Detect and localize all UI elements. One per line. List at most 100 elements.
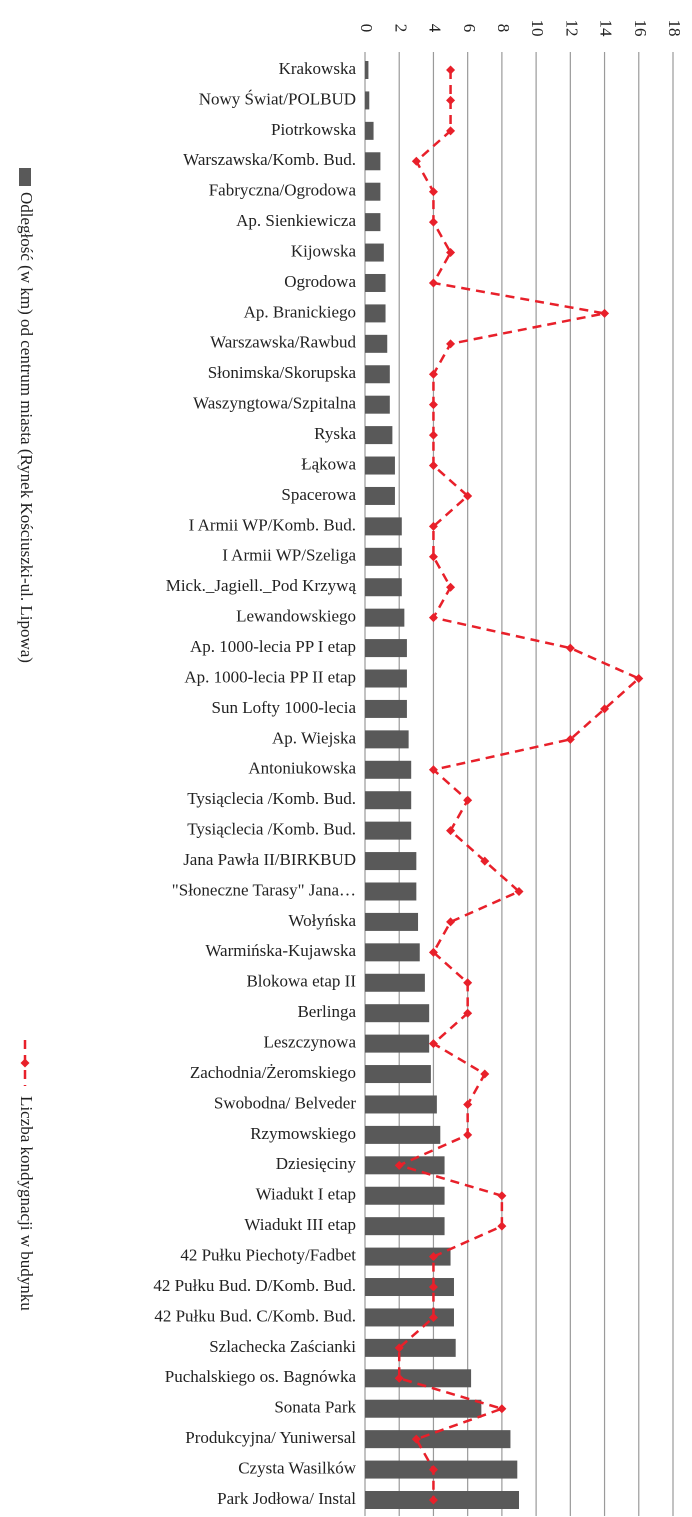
category-label: Fabryczna/Ogrodowa [209,181,357,200]
bar [365,852,417,871]
category-label: Tysiąclecia /Komb. Bud. [187,789,356,808]
category-label: Ap. Branickiego [244,302,356,321]
category-label: I Armii WP/Komb. Bud. [189,515,356,534]
bar [365,1430,511,1449]
category-label: Warszawska/Rawbud [210,333,356,352]
category-label: Ap. Wiejska [272,728,356,747]
category-label: Warszawska/Komb. Bud. [183,150,356,169]
category-label: Park Jodłowa/ Instal [217,1489,356,1508]
bar [365,91,370,110]
line-marker [394,1373,404,1383]
bar [365,365,390,384]
x-tick-label: 0 [357,24,376,33]
category-label: Ap. 1000-lecia PP II etap [184,667,356,686]
bar [365,608,405,627]
bar [365,699,407,718]
x-tick-label: 6 [460,24,479,33]
line-marker [463,1099,473,1109]
category-label: Wołyńska [288,911,356,930]
category-label: Swobodna/ Belveder [214,1093,356,1112]
line-marker [446,826,456,836]
line-marker [497,1221,507,1231]
line-marker [514,886,524,896]
category-label: Szlachecka Zaścianki [209,1337,356,1356]
line-marker [428,1495,438,1505]
bar [365,395,390,414]
category-label: 42 Pułku Piechoty/Fadbet [180,1246,356,1265]
category-label: Berlinga [297,1002,356,1021]
x-tick-label: 4 [426,24,445,33]
bar [365,730,409,749]
category-label: "Słoneczne Tarasy" Jana… [172,880,356,899]
bar [365,639,407,658]
line-marker [463,1130,473,1140]
bar [365,882,417,901]
category-label: Kijowska [291,241,357,260]
bar [365,1095,437,1114]
line-marker [428,461,438,471]
bar [365,1338,456,1357]
category-label: Sonata Park [274,1398,356,1417]
category-label: Sun Lofty 1000-lecia [212,698,357,717]
category-label: Dziesięciny [276,1154,357,1173]
line-marker [428,1039,438,1049]
category-label: I Armii WP/Szeliga [222,546,356,565]
category-label: Wiadukt I etap [256,1185,356,1204]
bar [365,1065,431,1084]
category-label: Antoniukowska [248,759,356,778]
category-label: Produkcyjna/ Yuniwersal [185,1428,356,1447]
category-label: Puchalskiego os. Bagnówka [165,1367,357,1386]
bar [365,152,381,171]
category-label: Ap. Sienkiewicza [236,211,356,230]
line-marker [446,917,456,927]
line-marker [428,521,438,531]
bar [365,243,384,262]
line-marker [446,65,456,75]
category-label: Nowy Świat/POLBUD [199,89,356,108]
legend-label: Odległość (w km) od centrum miasta (Ryne… [17,192,36,663]
line-marker [446,339,456,349]
line-marker [394,1160,404,1170]
bar [365,943,420,962]
bar [365,821,412,840]
category-label: Ap. 1000-lecia PP I etap [190,637,356,656]
bar [365,1491,519,1509]
line-marker [428,217,438,227]
line-marker [446,126,456,136]
x-tick-label: 8 [494,24,513,33]
line-marker [497,1191,507,1201]
bar [365,1369,472,1388]
line-marker [428,1252,438,1262]
bar [365,1308,454,1327]
x-tick-label: 12 [562,20,581,37]
line-marker [565,643,575,653]
line-marker [428,613,438,623]
line-marker [428,187,438,197]
line-marker [480,1069,490,1079]
x-tick-label: 14 [597,20,616,38]
category-label: 42 Pułku Bud. C/Komb. Bud. [154,1306,356,1325]
line-marker [463,795,473,805]
bar [365,973,425,992]
line-marker [428,1312,438,1322]
line-marker [428,947,438,957]
bar [365,334,388,353]
line-marker [480,856,490,866]
line-marker [428,430,438,440]
bar [365,456,395,475]
category-label: Słonimska/Skorupska [208,363,357,382]
bar [365,1186,445,1205]
bar [365,426,393,445]
bar [365,273,386,292]
category-label: 42 Pułku Bud. D/Komb. Bud. [153,1276,356,1295]
bar [365,1004,430,1023]
category-label: Lewandowskiego [236,607,356,626]
legend-label: Liczba kondygnacji w budynku [17,1096,36,1311]
category-label: Rzymowskiego [250,1124,356,1143]
category-label: Blokowa etap II [246,972,356,991]
category-label: Ryska [314,424,356,443]
line-marker [428,1282,438,1292]
bar [365,213,381,232]
bar [365,1034,430,1053]
